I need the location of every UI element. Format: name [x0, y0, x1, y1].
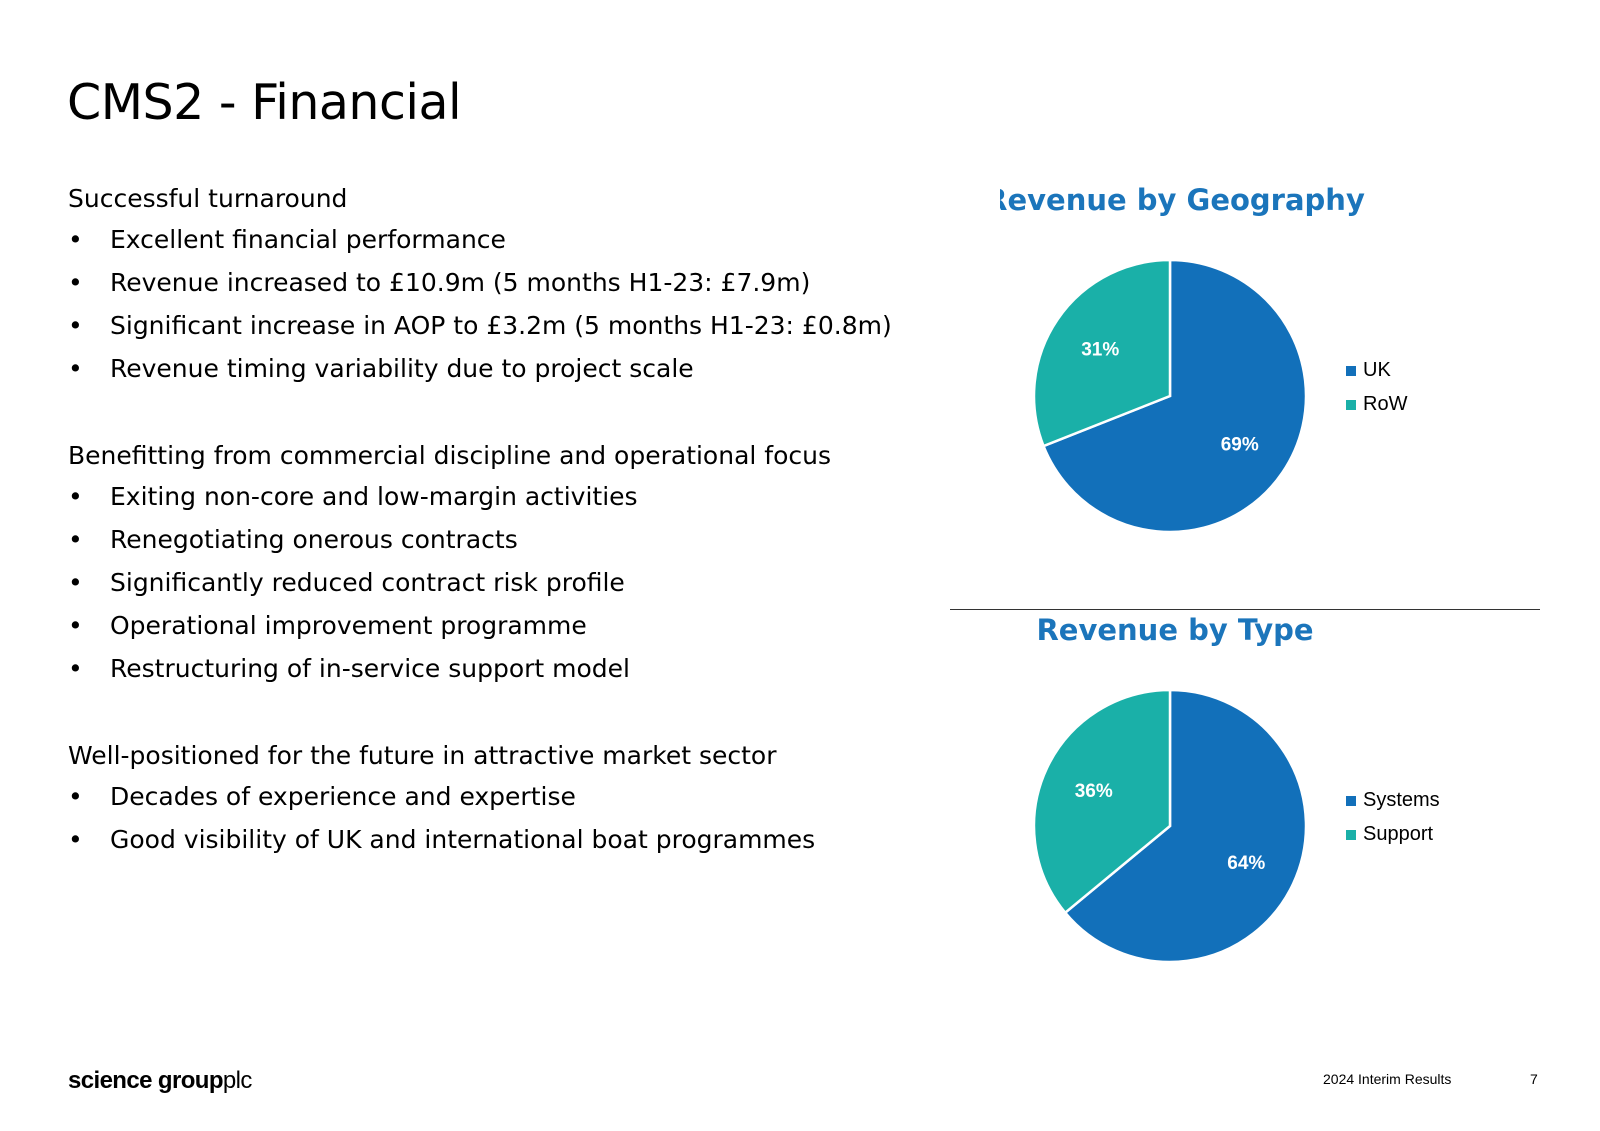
bullet-text: Excellent financial performance — [110, 225, 506, 254]
bullet-item: • Revenue increased to £10.9m (5 months H… — [68, 268, 948, 311]
bullet-dot: • — [68, 654, 83, 683]
bullet-text: Good visibility of UK and international … — [110, 825, 816, 854]
company-logo: science groupplc — [68, 1067, 252, 1095]
bullet-dot: • — [68, 354, 83, 383]
section-heading: Well-positioned for the future in attrac… — [68, 741, 777, 770]
chart-title: Revenue by Geography — [1000, 183, 1365, 217]
bullet-item: • Exiting non-core and low-margin activit… — [68, 482, 948, 525]
bullet-text: Operational improvement programme — [110, 611, 587, 640]
logo-wordmark: science group — [68, 1067, 224, 1094]
bullet-item: • Significant increase in AOP to £3.2m (5… — [68, 311, 948, 354]
bullet-dot: • — [68, 611, 83, 640]
bullet-dot: • — [68, 782, 83, 811]
section-turnaround: Successful turnaround • Excellent financi… — [68, 182, 948, 397]
section-heading: Benefitting from commercial discipline a… — [68, 441, 832, 470]
chart-divider — [950, 609, 1540, 610]
bullet-text: Exiting non-core and low-margin activiti… — [110, 482, 638, 511]
bullet-dot: • — [68, 268, 83, 297]
section-future: Well-positioned for the future in attrac… — [68, 739, 948, 868]
legend-label: RoW — [1363, 393, 1408, 415]
page-number: 7 — [1530, 1071, 1538, 1087]
legend-label: Systems — [1363, 789, 1440, 811]
bullet-text: Revenue timing variability due to projec… — [110, 354, 694, 383]
bullet-item: • Significantly reduced contract risk pro… — [68, 568, 948, 611]
chart-title: Revenue by Type — [1036, 613, 1313, 647]
legend-swatch — [1346, 830, 1356, 840]
bullet-text: Significant increase in AOP to £3.2m (5 … — [110, 311, 892, 340]
pie-chart-svg: Revenue by Geography 69% 31% UK RoW — [1000, 183, 1408, 534]
bullet-text: Decades of experience and expertise — [110, 782, 576, 811]
legend-swatch — [1346, 366, 1356, 376]
bullet-list: • Excellent financial performance • Revenu… — [68, 225, 948, 397]
bullet-item: • Good visibility of UK and international… — [68, 825, 948, 868]
bullet-text: Significantly reduced contract risk prof… — [110, 568, 625, 597]
bullet-item: • Renegotiating onerous contracts — [68, 525, 948, 568]
pie-slice-systems — [1063, 688, 1308, 964]
logo-suffix: plc — [222, 1067, 252, 1094]
bullet-dot: • — [68, 311, 83, 340]
slide-title: CMS2 - Financial — [67, 74, 462, 131]
bullet-text: Renegotiating onerous contracts — [110, 525, 518, 554]
footer-label: 2024 Interim Results — [1323, 1071, 1452, 1087]
bullet-item: • Excellent financial performance — [68, 225, 948, 268]
legend-label: Support — [1363, 823, 1433, 845]
text-column: Successful turnaround • Excellent financi… — [68, 182, 948, 910]
legend-swatch — [1346, 796, 1356, 806]
pie-slice-row — [1032, 258, 1172, 448]
legend-swatch — [1346, 400, 1356, 410]
section-discipline: Benefitting from commercial discipline a… — [68, 439, 948, 697]
bullet-dot: • — [68, 225, 83, 254]
pie-chart-type: Revenue by Type 64% 36% Systems Support — [1000, 610, 1440, 990]
bullet-dot: • — [68, 525, 83, 554]
bullet-text: Revenue increased to £10.9m (5 months H1… — [110, 268, 811, 297]
pie-chart-geography: Revenue by Geography 69% 31% UK RoW — [1000, 180, 1420, 560]
bullet-dot: • — [68, 568, 83, 597]
pie-slice-uk — [1041, 258, 1308, 534]
legend-label: UK — [1363, 359, 1391, 381]
bullet-item: • Restructuring of in-service support mod… — [68, 654, 948, 697]
bullet-text: Restructuring of in-service support mode… — [110, 654, 630, 683]
pie-slice-support — [1032, 688, 1172, 915]
section-heading: Successful turnaround — [68, 184, 348, 213]
bullet-dot: • — [68, 482, 83, 511]
bullet-item: • Revenue timing variability due to proje… — [68, 354, 948, 397]
pie-slice-label: 64% — [1227, 853, 1265, 874]
pie-slice-label: 36% — [1075, 781, 1113, 802]
bullet-list: • Decades of experience and expertise • Go… — [68, 782, 948, 868]
bullet-dot: • — [68, 825, 83, 854]
bullet-list: • Exiting non-core and low-margin activit… — [68, 482, 948, 697]
pie-slice-label: 31% — [1081, 340, 1119, 361]
bullet-item: • Decades of experience and expertise — [68, 782, 948, 825]
bullet-item: • Operational improvement programme — [68, 611, 948, 654]
pie-chart-svg: Revenue by Type 64% 36% Systems Support — [1032, 613, 1440, 964]
pie-slice-label: 69% — [1221, 434, 1259, 455]
